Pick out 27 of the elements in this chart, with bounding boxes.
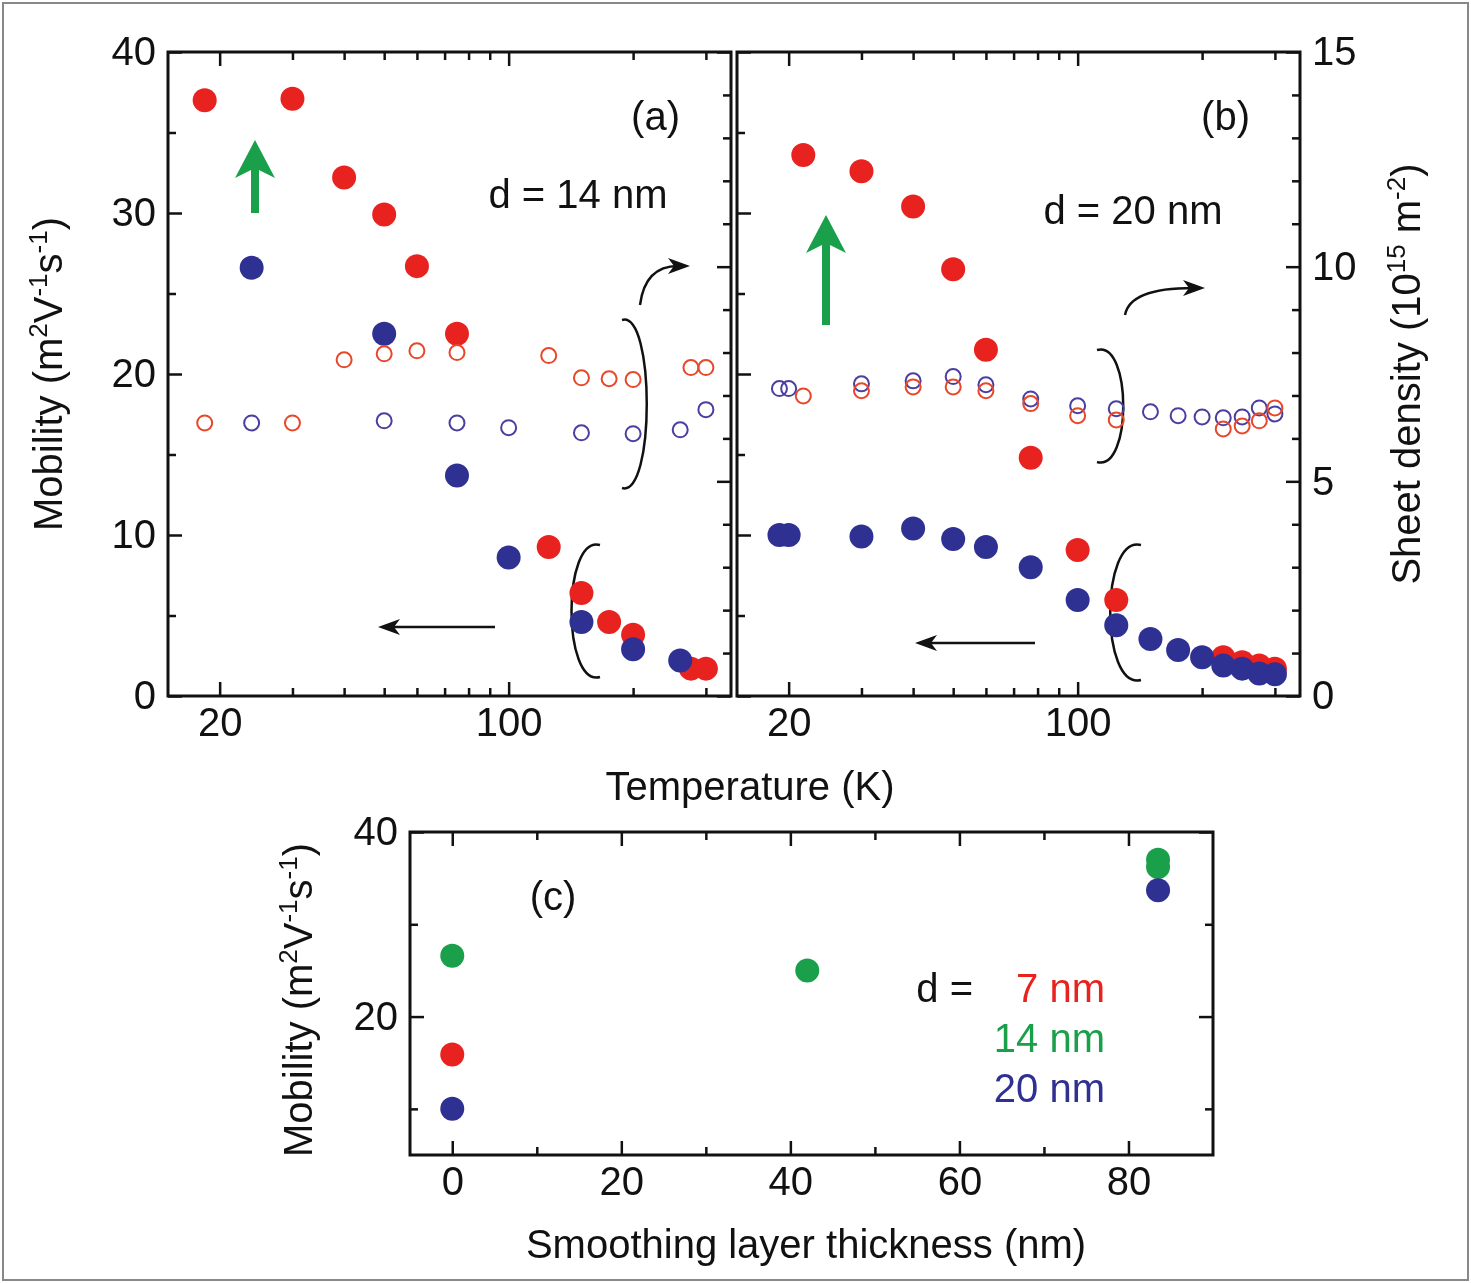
annotation: (b) — [1201, 94, 1250, 138]
x-tick-label: 20 — [197, 700, 243, 745]
annotation: d = 20 nm — [1043, 188, 1223, 232]
x-tick-label: 0 — [441, 1159, 464, 1204]
text: 5 — [1312, 458, 1335, 503]
annotation: (a) — [631, 94, 680, 138]
text: 40 — [111, 29, 156, 74]
text: 7 nm — [1016, 966, 1105, 1010]
x-tick-label: 60 — [937, 1159, 983, 1204]
text: 20 nm — [993, 1066, 1105, 1110]
annotation: (c) — [529, 874, 577, 918]
text: 30 — [111, 190, 156, 235]
x-axis-title: Temperature (K) — [605, 764, 895, 808]
text: 10 — [1312, 243, 1357, 288]
x-tick-label: 100 — [1044, 700, 1112, 745]
x-axis-title: Smoothing layer thickness (nm) — [525, 1222, 1087, 1266]
text: 10 — [111, 512, 156, 557]
x-tick-label: 20 — [766, 700, 812, 745]
annotation: d = 14 nm — [488, 172, 668, 216]
text: 14 nm — [993, 1016, 1105, 1060]
x-tick-label: 100 — [475, 700, 543, 745]
x-tick-label: 40 — [768, 1159, 814, 1204]
x-tick-label: 80 — [1106, 1159, 1152, 1204]
text: 20 — [111, 351, 156, 396]
x-tick-label: 20 — [599, 1159, 645, 1204]
legend-title: d = — [916, 966, 973, 1010]
text: 15 — [1312, 29, 1357, 74]
